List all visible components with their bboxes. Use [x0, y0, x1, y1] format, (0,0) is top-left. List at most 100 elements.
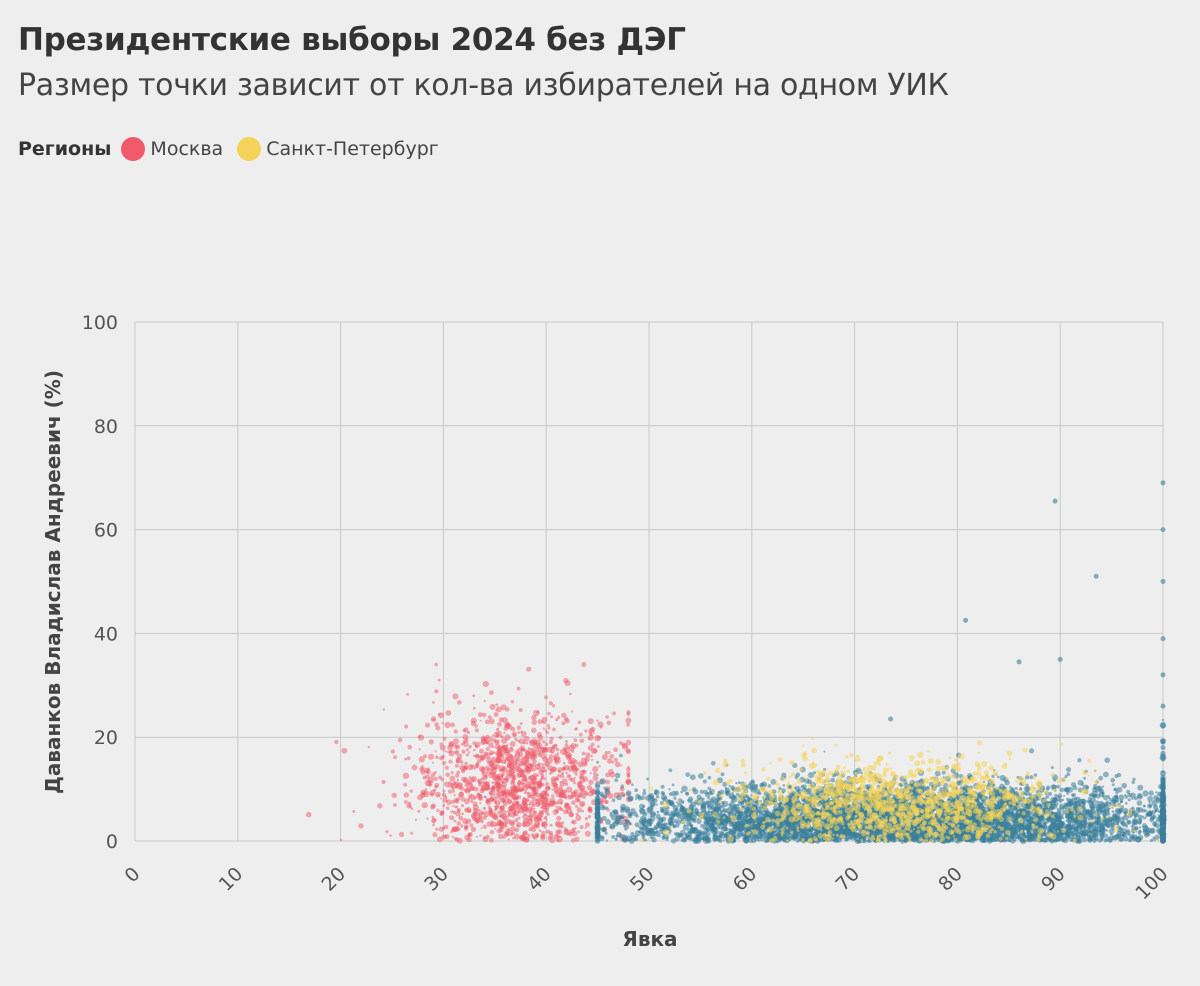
data-point: [589, 772, 593, 775]
data-point: [604, 751, 609, 755]
data-point: [1111, 810, 1115, 813]
data-point: [546, 829, 550, 834]
data-point: [512, 815, 515, 818]
data-point: [403, 782, 408, 787]
data-point: [543, 817, 546, 820]
data-point: [1125, 825, 1129, 828]
data-point: [452, 738, 459, 745]
data-point: [601, 815, 607, 821]
data-point: [494, 828, 497, 830]
data-point: [456, 807, 461, 812]
data-point: [823, 750, 826, 753]
data-point: [455, 757, 462, 764]
legend-item-moscow[interactable]: Москва: [121, 137, 223, 161]
data-point: [497, 810, 501, 815]
data-point: [591, 758, 594, 762]
data-point: [685, 772, 691, 777]
data-point: [735, 782, 738, 785]
data-point: [444, 795, 447, 798]
data-point: [517, 816, 521, 820]
data-point: [390, 749, 395, 754]
data-point: [479, 748, 484, 754]
data-point: [748, 838, 754, 844]
data-point: [839, 837, 842, 841]
data-point: [565, 771, 568, 775]
data-point: [660, 791, 665, 795]
data-point: [556, 815, 562, 821]
data-point: [567, 795, 571, 800]
data-point: [1127, 798, 1131, 802]
data-point: [439, 797, 442, 800]
data-point: [451, 835, 454, 838]
data-point: [442, 804, 446, 807]
data-point: [463, 765, 468, 770]
data-point: [557, 798, 564, 805]
data-point: [1116, 786, 1123, 793]
data-point: [625, 778, 632, 785]
data-point: [495, 781, 501, 787]
data-point: [571, 761, 574, 765]
data-point: [1065, 819, 1068, 822]
data-point: [625, 745, 628, 749]
data-point: [575, 815, 582, 821]
data-point: [465, 753, 469, 757]
data-point: [477, 779, 481, 783]
data-point: [545, 730, 549, 735]
data-point: [566, 802, 570, 806]
data-point: [1104, 757, 1110, 763]
data-point: [435, 725, 441, 731]
data-point: [624, 819, 631, 825]
data-point: [411, 764, 418, 771]
data-point: [612, 711, 616, 716]
data-point: [1093, 783, 1098, 789]
data-point: [455, 799, 460, 804]
data-point: [523, 791, 528, 795]
data-point: [530, 747, 537, 753]
data-point: [516, 725, 521, 730]
data-point: [482, 771, 488, 777]
data-point: [556, 836, 563, 843]
grid: [134, 321, 1164, 842]
data-point: [523, 830, 528, 836]
data-point: [1072, 785, 1078, 791]
data-point: [586, 784, 593, 791]
data-point: [506, 744, 509, 747]
data-point: [578, 732, 583, 737]
data-point: [696, 794, 702, 800]
data-point: [537, 753, 542, 757]
data-point: [563, 748, 567, 752]
data-point: [681, 785, 688, 792]
data-point: [500, 735, 504, 738]
data-point: [558, 835, 561, 838]
data-point: [475, 765, 479, 769]
data-point: [592, 775, 599, 781]
data-point: [461, 749, 466, 754]
data-point: [626, 771, 631, 776]
data-point: [434, 662, 438, 667]
data-point: [581, 789, 586, 793]
data-point: [511, 763, 518, 770]
data-point: [524, 758, 528, 762]
data-point: [426, 780, 433, 787]
data-point: [549, 823, 553, 827]
data-point: [593, 771, 597, 776]
data-point: [341, 747, 348, 754]
data-point: [528, 786, 532, 789]
data-point: [669, 802, 673, 806]
data-point: [426, 817, 429, 820]
data-point: [434, 782, 440, 788]
data-point: [403, 800, 408, 805]
data-point: [557, 756, 561, 760]
legend-item-spb[interactable]: Санкт-Петербург: [237, 137, 439, 161]
data-point: [436, 836, 443, 843]
data-point: [531, 714, 537, 721]
data-point: [587, 734, 594, 741]
data-point: [451, 789, 455, 793]
data-point: [626, 766, 630, 769]
data-point: [460, 797, 466, 802]
data-point: [584, 830, 591, 837]
data-point: [552, 756, 557, 761]
data-point: [1112, 799, 1116, 802]
data-point: [1066, 791, 1070, 795]
data-point: [418, 756, 425, 763]
